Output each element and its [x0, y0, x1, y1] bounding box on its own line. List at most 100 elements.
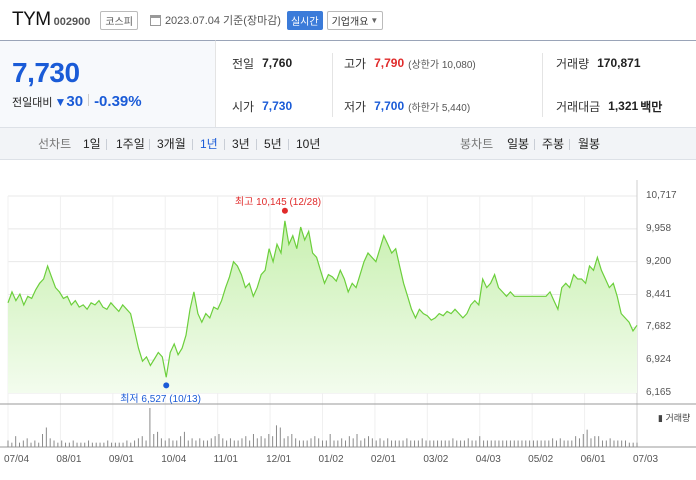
- lower-limit: (하한가 5,440): [408, 102, 471, 114]
- divider: [88, 94, 90, 106]
- volume-bar: [237, 440, 239, 447]
- price-chart[interactable]: 10,717 9,958 9,200 8,441 7,682 6,924 6,165 07/…: [0, 160, 696, 480]
- volume-bar: [95, 442, 97, 447]
- volume-bar: [141, 436, 143, 447]
- company-info-dropdown[interactable]: 기업개요 ▼: [326, 10, 384, 30]
- volume-bar: [233, 440, 235, 447]
- volume-bar: [191, 438, 193, 447]
- volume-bar: [295, 438, 297, 447]
- volume-bar: [130, 442, 132, 447]
- period-1d[interactable]: 1일: [83, 137, 101, 151]
- volume-bar: [513, 440, 515, 447]
- volume-bar: [7, 440, 9, 447]
- volume-bar: [65, 442, 67, 447]
- change-percent: -0.39%: [94, 93, 142, 110]
- volume-bar: [199, 438, 201, 447]
- volume-bar: [586, 429, 588, 447]
- volume-bar: [111, 442, 113, 447]
- volume-bar: [345, 440, 347, 447]
- volume-bar: [410, 440, 412, 447]
- price-line: [7, 220, 638, 378]
- change-label: 전일대비: [12, 97, 53, 109]
- volume-bar: [203, 440, 205, 447]
- volume-bar: [502, 440, 504, 447]
- period-1w[interactable]: 1주일: [116, 137, 145, 151]
- volume-bar: [107, 440, 109, 447]
- volume-bar: [206, 440, 208, 447]
- volume-bar: [91, 442, 93, 447]
- volume-bar: [264, 438, 266, 447]
- x-tick-label: 05/02: [528, 454, 554, 465]
- volume-bar: [76, 442, 78, 447]
- volume-bar: [402, 440, 404, 447]
- y-tick-label: 6,165: [646, 387, 672, 398]
- price-change: 전일대비 ▼ 30 -0.39%: [12, 93, 215, 110]
- volume-bar: [249, 440, 251, 447]
- volume-bar: [57, 442, 59, 447]
- volume-bar: [601, 440, 603, 447]
- x-tick-label: 06/01: [580, 454, 606, 465]
- period-3m[interactable]: 3개월: [157, 137, 186, 151]
- y-tick-label: 10,717: [646, 190, 677, 201]
- volume-bar: [333, 440, 335, 447]
- volume-bar: [72, 440, 74, 447]
- volume-bar: [157, 431, 159, 447]
- volume-bar: [578, 438, 580, 447]
- volume-bars: [7, 408, 638, 447]
- volume-bar: [137, 438, 139, 447]
- period-5y[interactable]: 5년: [264, 137, 282, 151]
- stat-label: 전일: [232, 56, 255, 71]
- volume-bar: [463, 440, 465, 447]
- volume-bar: [245, 436, 247, 447]
- volume-bar: [176, 440, 178, 447]
- calendar-icon: [149, 14, 161, 26]
- x-tick-label: 10/04: [161, 454, 187, 465]
- volume-bar: [322, 440, 323, 447]
- high-marker: [281, 207, 288, 214]
- candle-daily[interactable]: 일봉: [507, 137, 530, 151]
- volume-bar: [180, 436, 182, 447]
- period-3y[interactable]: 3년: [232, 137, 250, 151]
- divider: [288, 139, 289, 150]
- period-1y[interactable]: 1년: [200, 137, 218, 151]
- volume-bar: [164, 440, 166, 447]
- volume-bar: [149, 408, 151, 447]
- stat-high: 고가 7,790 (상한가 10,080): [344, 53, 476, 73]
- x-tick-label: 04/03: [475, 454, 501, 465]
- stat-value: 1,321: [608, 99, 639, 113]
- period-10y[interactable]: 10년: [296, 137, 321, 151]
- volume-bar: [329, 434, 331, 447]
- stat-unit: 백만: [640, 99, 663, 114]
- volume-bar: [509, 440, 511, 447]
- volume-bar: [210, 438, 212, 447]
- volume-bar: [348, 436, 350, 447]
- volume-bar: [433, 440, 435, 447]
- volume-bar: [628, 442, 630, 447]
- volume-bar: [99, 442, 101, 447]
- volume-bar: [437, 440, 439, 447]
- volume-bar: [379, 438, 381, 447]
- x-tick-label: 08/01: [56, 454, 82, 465]
- divider: [256, 139, 257, 150]
- realtime-button[interactable]: 실시간: [286, 10, 323, 30]
- x-tick-label: 07/04: [4, 454, 30, 465]
- stat-prev-close: 전일 7,760: [232, 53, 292, 73]
- volume-bar: [310, 438, 312, 447]
- candle-weekly[interactable]: 주봉: [542, 137, 565, 151]
- stat-label: 고가: [344, 56, 367, 71]
- volume-bar: [226, 440, 228, 447]
- volume-bar: [452, 438, 454, 447]
- volume-bar: [118, 442, 120, 447]
- volume-bar: [168, 438, 170, 447]
- volume-bar: [134, 440, 136, 447]
- volume-bar: [563, 440, 565, 447]
- candle-monthly[interactable]: 월봉: [578, 137, 601, 151]
- volume-bar: [548, 440, 550, 447]
- volume-bar: [360, 440, 362, 447]
- volume-bar: [145, 440, 147, 447]
- volume-bar: [598, 436, 600, 447]
- volume-bar: [609, 438, 611, 447]
- volume-bar: [517, 440, 519, 447]
- volume-bar: [325, 440, 327, 447]
- stat-value: 170,871: [597, 56, 641, 70]
